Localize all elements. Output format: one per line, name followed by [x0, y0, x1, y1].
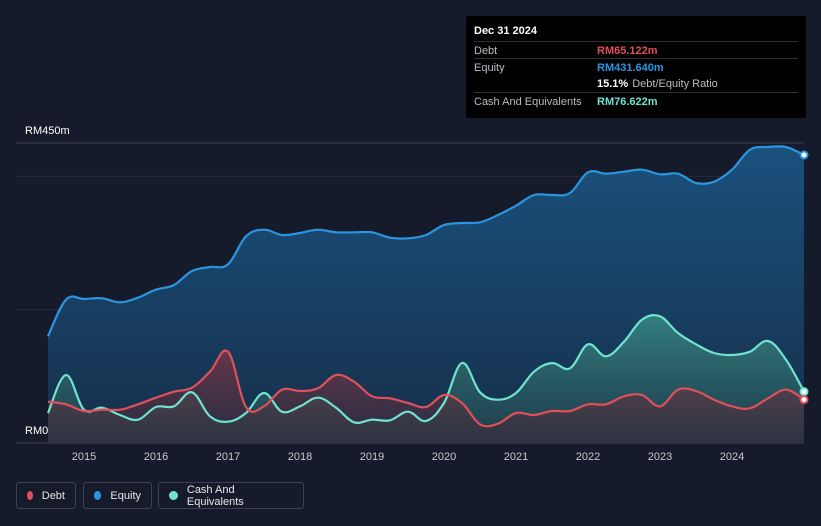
- debt-line: [47, 349, 805, 428]
- legend-debt-label: Debt: [41, 489, 65, 502]
- series-areas: [48, 146, 804, 443]
- tooltip-date: Dec 31 2024: [474, 25, 537, 37]
- x-tick-label: 2016: [143, 451, 169, 463]
- tooltip-cash-value: RM76.622m: [597, 96, 658, 108]
- equity-line: [47, 145, 805, 337]
- legend-cash-dot: [169, 491, 178, 500]
- y-axis-max-label: RM450m: [25, 125, 70, 137]
- y-axis-min-label: RM0: [25, 425, 49, 437]
- tooltip-debt-row: Debt RM65.122m: [474, 41, 798, 59]
- x-tick-label: 2015: [71, 451, 97, 463]
- end-markers: [799, 150, 809, 405]
- tooltip-debt-value: RM65.122m: [597, 45, 658, 57]
- legend-debt[interactable]: Debt: [16, 482, 76, 509]
- legend-cash-label: Cash And Equivalents: [186, 483, 244, 508]
- series-lines: [46, 145, 805, 428]
- legend-equity-dot: [94, 491, 102, 500]
- x-tick-label: 2020: [431, 451, 457, 463]
- debt-end-marker: [799, 395, 809, 405]
- x-tick-label: 2018: [287, 451, 313, 463]
- tooltip-equity-label: Equity: [474, 62, 505, 74]
- x-tick-label: 2022: [575, 451, 601, 463]
- legend-debt-dot: [27, 491, 33, 500]
- legend-cash[interactable]: Cash And Equivalents: [158, 482, 304, 509]
- tooltip-debt-label: Debt: [474, 45, 498, 57]
- legend-equity[interactable]: Equity: [83, 482, 152, 509]
- tooltip-cash-row: Cash And Equivalents RM76.622m: [474, 92, 798, 110]
- tooltip-equity-value: RM431.640m: [597, 62, 664, 74]
- cash-line: [46, 314, 805, 424]
- x-tick-label: 2023: [647, 451, 673, 463]
- tooltip-cash-label: Cash And Equivalents: [474, 96, 582, 108]
- tooltip-ratio-label: Debt/Equity Ratio: [632, 78, 718, 90]
- tooltip-ratio-value: 15.1%: [597, 78, 629, 90]
- x-tick-label: 2017: [215, 451, 241, 463]
- tooltip-ratio-row: 15.1% Debt/Equity Ratio: [474, 75, 798, 92]
- tooltip-ratio: 15.1% Debt/Equity Ratio: [597, 78, 718, 90]
- equity-end-marker: [799, 150, 809, 160]
- cash-end-marker: [799, 387, 809, 397]
- x-tick-label: 2019: [359, 451, 385, 463]
- tooltip-equity-row: Equity RM431.640m: [474, 58, 798, 76]
- x-tick-label: 2024: [719, 451, 745, 463]
- legend-equity-label: Equity: [110, 489, 141, 502]
- x-tick-label: 2021: [503, 451, 529, 463]
- data-tooltip: Dec 31 2024 Debt RM65.122m Equity RM431.…: [466, 16, 806, 118]
